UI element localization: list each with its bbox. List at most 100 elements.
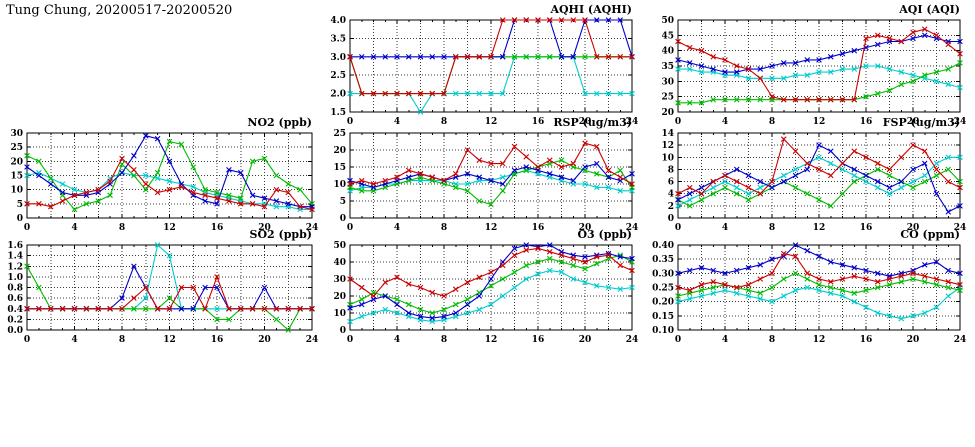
y-tick-label: 0.6 bbox=[7, 294, 23, 304]
series-markers bbox=[675, 250, 963, 294]
y-tick-label: 4 bbox=[668, 190, 674, 200]
x-tick-label: 12 bbox=[485, 335, 498, 345]
series-red bbox=[24, 155, 315, 213]
x-tick-label: 16 bbox=[211, 335, 224, 345]
series-red bbox=[347, 140, 635, 187]
series-cyan bbox=[675, 284, 963, 322]
x-tick-label: 20 bbox=[579, 335, 592, 345]
x-tick-label: 0 bbox=[347, 335, 353, 345]
plot-border bbox=[349, 132, 633, 219]
y-tick-label: 0 bbox=[17, 214, 23, 224]
y-tick-label: 30 bbox=[10, 129, 23, 139]
axis-labels: 0 4 8 12 16 20 24 0 10 20 30 40 50 bbox=[333, 241, 638, 345]
x-tick-label: 12 bbox=[485, 223, 498, 233]
series-markers bbox=[347, 54, 635, 115]
x-tick-label: 4 bbox=[394, 117, 400, 127]
y-tick-label: 30 bbox=[661, 77, 674, 87]
x-tick-label: 24 bbox=[954, 335, 967, 345]
y-tick-label: 5 bbox=[17, 200, 23, 210]
y-tick-label: 8 bbox=[668, 165, 674, 175]
x-tick-label: 16 bbox=[532, 117, 545, 127]
x-tick-label: 4 bbox=[722, 335, 728, 345]
x-tick-label: 20 bbox=[907, 117, 920, 127]
y-tick-label: 1.0 bbox=[7, 273, 23, 283]
chart-no2: NO2 (ppb) 0 4 8 12 16 20 24 0 5 10 15 20 25 30 bbox=[1, 115, 322, 234]
chart-o3: O3 (ppb) 0 4 8 12 16 20 24 0 10 20 30 40 50 bbox=[324, 227, 642, 346]
series-markers bbox=[675, 284, 963, 322]
y-tick-label: 3.5 bbox=[330, 34, 346, 44]
y-tick-label: 5 bbox=[340, 197, 346, 207]
series-red bbox=[24, 274, 315, 312]
chart-title-o3: O3 (ppb) bbox=[577, 228, 632, 241]
x-tick-label: 8 bbox=[769, 223, 775, 233]
y-tick-label: 6 bbox=[668, 178, 674, 188]
y-tick-label: 25 bbox=[333, 129, 346, 139]
series-markers bbox=[347, 267, 635, 325]
x-tick-label: 8 bbox=[119, 223, 125, 233]
axis-labels: 0 4 8 12 16 20 24 0 5 10 15 20 25 bbox=[333, 129, 638, 233]
y-tick-label: 15 bbox=[333, 163, 346, 173]
series-markers bbox=[675, 142, 963, 215]
x-tick-label: 4 bbox=[71, 335, 77, 345]
x-tick-label: 20 bbox=[579, 117, 592, 127]
chart-title-rsp: RSP (ug/m3) bbox=[553, 116, 632, 129]
series-cyan bbox=[347, 54, 635, 115]
series-markers bbox=[347, 140, 635, 187]
series-cyan bbox=[675, 63, 963, 91]
y-tick-label: 0.4 bbox=[7, 305, 23, 315]
series-markers bbox=[675, 242, 963, 279]
chart-canvas-so2: 0 4 8 12 16 20 24 0.00.20.40.60.81.01.21.41.6 bbox=[7, 241, 319, 345]
y-tick-label: 0.20 bbox=[652, 298, 674, 308]
series-red bbox=[675, 136, 963, 197]
chart-co: CO (ppm) 0 4 8 12 16 20 24 0.10 0.15 0.20 0.25 0.30… bbox=[652, 227, 970, 346]
y-tick-label: 0.25 bbox=[652, 284, 674, 294]
chart-fsp: FSP (ug/m3) 0 4 8 12 16 20 24 0 2 4 6 8 10 12 14 bbox=[652, 115, 970, 234]
y-tick-label: 0.0 bbox=[7, 326, 23, 336]
y-tick-label: 40 bbox=[333, 258, 346, 268]
y-tick-label: 0.2 bbox=[7, 315, 23, 325]
series-markers bbox=[675, 136, 963, 197]
chart-title-no2: NO2 (ppb) bbox=[247, 116, 312, 129]
x-tick-label: 0 bbox=[24, 335, 30, 345]
y-tick-label: 50 bbox=[333, 241, 346, 251]
series-markers bbox=[675, 26, 963, 103]
x-tick-label: 12 bbox=[813, 335, 826, 345]
y-tick-label: 12 bbox=[661, 141, 674, 151]
series-markers bbox=[347, 242, 635, 321]
y-tick-label: 0 bbox=[668, 214, 674, 224]
x-tick-label: 16 bbox=[860, 117, 873, 127]
series-red bbox=[675, 26, 963, 103]
series-markers bbox=[24, 133, 315, 210]
x-tick-label: 4 bbox=[722, 117, 728, 127]
x-tick-label: 24 bbox=[306, 335, 319, 345]
x-tick-label: 4 bbox=[394, 335, 400, 345]
series-blue bbox=[347, 242, 635, 321]
series-markers bbox=[24, 138, 315, 213]
x-tick-label: 24 bbox=[626, 223, 639, 233]
y-tick-label: 14 bbox=[661, 129, 674, 139]
chart-canvas-no2: 0 4 8 12 16 20 24 0 5 10 15 20 25 30 bbox=[10, 129, 318, 233]
x-tick-label: 0 bbox=[675, 117, 681, 127]
series-markers bbox=[347, 245, 635, 299]
chart-canvas-rsp: 0 4 8 12 16 20 24 0 5 10 15 20 25 bbox=[333, 129, 638, 233]
x-tick-label: 0 bbox=[675, 335, 681, 345]
x-tick-label: 24 bbox=[626, 117, 639, 127]
axis-ticks bbox=[26, 244, 313, 331]
x-tick-label: 4 bbox=[722, 223, 728, 233]
chart-title-so2: SO2 (ppb) bbox=[249, 228, 313, 241]
y-tick-label: 10 bbox=[10, 186, 23, 196]
plot-border bbox=[677, 19, 961, 113]
x-tick-label: 12 bbox=[813, 117, 826, 127]
y-tick-label: 0.15 bbox=[652, 312, 674, 322]
y-tick-label: 40 bbox=[661, 47, 674, 57]
x-tick-label: 24 bbox=[954, 117, 967, 127]
chart-canvas-aqhi: 0 4 8 12 16 20 24 1.5 2.0 2.5 3.0 3.5 4.0 bbox=[330, 16, 639, 127]
x-tick-label: 0 bbox=[347, 117, 353, 127]
x-tick-label: 8 bbox=[769, 117, 775, 127]
chart-title-aqi: AQI (AQI) bbox=[899, 3, 960, 16]
plot-border bbox=[349, 19, 633, 113]
grid-lines bbox=[678, 245, 960, 330]
x-tick-label: 20 bbox=[258, 335, 271, 345]
y-tick-label: 10 bbox=[661, 153, 674, 163]
